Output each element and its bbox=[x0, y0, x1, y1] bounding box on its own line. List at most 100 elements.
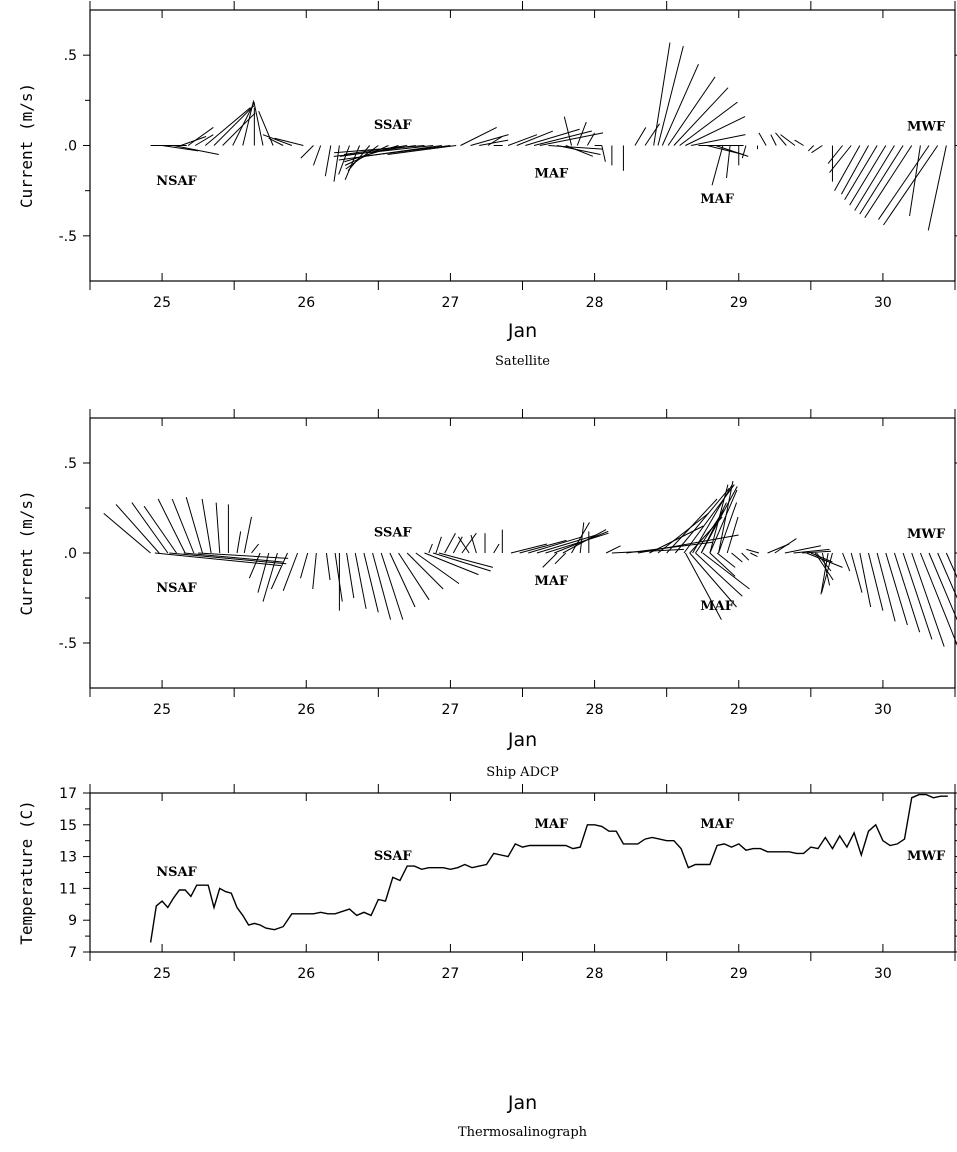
temperature-line bbox=[149, 793, 948, 943]
current-vector bbox=[507, 134, 538, 146]
front-label: NSAF bbox=[156, 174, 197, 189]
x-tick-label: 28 bbox=[586, 295, 604, 311]
current-vector bbox=[243, 516, 252, 554]
current-vector bbox=[444, 532, 456, 554]
x-tick-label: 27 bbox=[442, 295, 460, 311]
current-vector bbox=[750, 552, 758, 558]
current-vector bbox=[154, 552, 281, 567]
x-axis-label: Jan bbox=[507, 1092, 537, 1114]
front-label: MAF bbox=[534, 574, 568, 589]
current-vector bbox=[878, 145, 930, 220]
current-vector bbox=[854, 145, 895, 211]
current-vector bbox=[793, 548, 830, 554]
current-vector bbox=[257, 552, 270, 593]
current-vector bbox=[876, 552, 896, 622]
current-vector bbox=[718, 502, 738, 554]
y-tick-label: .5 bbox=[64, 48, 77, 64]
current-vector bbox=[205, 107, 251, 146]
current-vector bbox=[807, 145, 815, 152]
current-vector bbox=[516, 130, 554, 146]
current-vector bbox=[821, 552, 833, 593]
y-axis-label: Current (m/s) bbox=[17, 490, 36, 615]
current-vector bbox=[493, 543, 500, 554]
current-vector bbox=[945, 552, 957, 579]
plot-frame bbox=[89, 9, 956, 282]
x-tick-label: 30 bbox=[874, 295, 892, 311]
current-vector bbox=[213, 105, 255, 146]
front-label: MWF bbox=[907, 527, 946, 542]
current-vector bbox=[844, 145, 878, 200]
current-vector bbox=[162, 145, 199, 152]
current-vector bbox=[774, 538, 797, 554]
current-vector bbox=[143, 505, 177, 554]
current-vector bbox=[695, 552, 743, 597]
current-vector bbox=[556, 145, 601, 156]
current-vector bbox=[270, 552, 288, 590]
y-tick-label: .5 bbox=[64, 456, 77, 472]
front-label: MAF bbox=[700, 192, 734, 207]
panel-caption: Thermosalinograph bbox=[458, 1125, 588, 1140]
current-vector bbox=[864, 145, 913, 219]
current-vector bbox=[700, 502, 727, 554]
current-vector bbox=[528, 536, 583, 554]
current-vector bbox=[834, 145, 861, 191]
current-vector bbox=[380, 552, 404, 620]
current-vector bbox=[268, 137, 284, 146]
current-vector bbox=[470, 534, 477, 554]
current-vector bbox=[251, 543, 260, 554]
plot-frame bbox=[89, 792, 956, 953]
x-axis-label: Jan bbox=[507, 320, 537, 342]
current-vector bbox=[363, 145, 451, 157]
current-vector bbox=[548, 145, 603, 150]
x-tick-label: 26 bbox=[297, 966, 315, 982]
current-vector bbox=[536, 534, 597, 554]
current-vector bbox=[539, 132, 604, 146]
y-axis-label: Temperature (C) bbox=[17, 800, 36, 945]
current-vector bbox=[741, 145, 747, 159]
current-vector bbox=[180, 135, 207, 146]
current-vector bbox=[794, 139, 804, 146]
current-vector bbox=[579, 522, 585, 554]
current-vector bbox=[387, 145, 457, 156]
current-vector bbox=[232, 101, 255, 146]
current-vector bbox=[911, 552, 945, 647]
current-vector bbox=[902, 552, 933, 640]
x-tick-label: 25 bbox=[153, 966, 171, 982]
current-vector bbox=[312, 145, 322, 166]
panel-1: 25 26 27 28 29 30 .5 .0 -.5 Current (m/s) Jan Satel… bbox=[17, 1, 957, 369]
current-vector bbox=[644, 123, 660, 146]
current-vector bbox=[185, 497, 203, 554]
current-vector bbox=[679, 101, 738, 146]
current-vector bbox=[653, 42, 671, 146]
current-vector bbox=[850, 552, 863, 593]
current-vector bbox=[201, 498, 212, 554]
y-tick-label: 11 bbox=[59, 881, 77, 897]
current-vector bbox=[667, 76, 716, 146]
y-tick-label: -.5 bbox=[59, 229, 77, 245]
current-vector bbox=[363, 552, 379, 613]
current-vector bbox=[674, 487, 730, 554]
x-tick-label: 26 bbox=[297, 702, 315, 718]
current-vector bbox=[709, 484, 729, 554]
current-vector bbox=[859, 552, 872, 608]
y-tick-label: 7 bbox=[68, 945, 77, 961]
current-vector bbox=[691, 134, 746, 146]
current-vector bbox=[909, 145, 921, 217]
current-vector bbox=[157, 498, 186, 554]
current-vector bbox=[885, 552, 908, 626]
current-vector bbox=[746, 548, 760, 554]
y-tick-label: 9 bbox=[68, 913, 77, 929]
y-tick-label: -.5 bbox=[59, 636, 77, 652]
current-vector bbox=[300, 552, 309, 579]
current-vector bbox=[428, 543, 433, 554]
current-vector bbox=[810, 552, 833, 563]
current-vector bbox=[820, 552, 829, 595]
current-vector bbox=[829, 145, 852, 173]
front-label: SSAF bbox=[374, 525, 413, 540]
current-vector bbox=[775, 132, 787, 146]
x-axis-label: Jan bbox=[507, 729, 537, 751]
current-vector bbox=[333, 145, 434, 157]
front-label: MAF bbox=[534, 817, 568, 832]
current-vector bbox=[398, 552, 430, 601]
